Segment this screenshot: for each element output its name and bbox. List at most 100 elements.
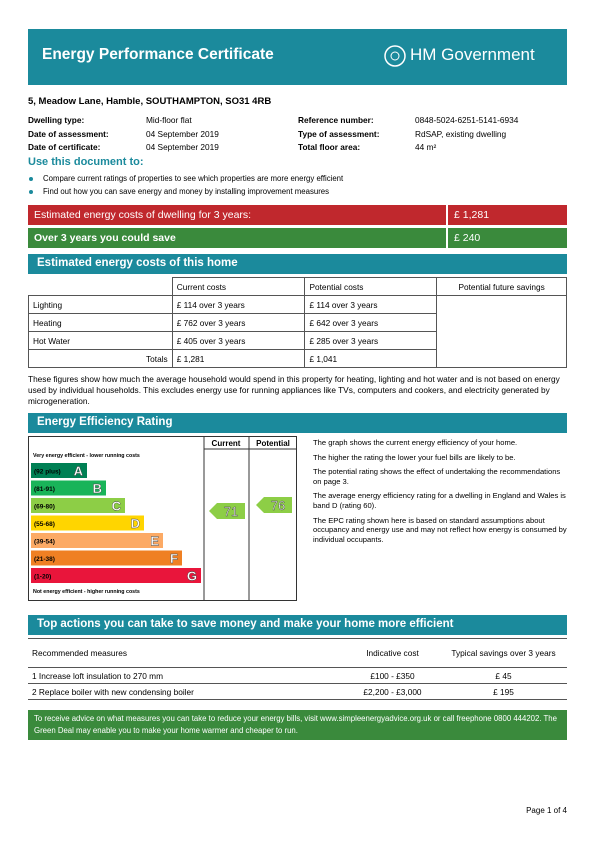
band (31, 498, 125, 513)
column-header: Potential (256, 439, 290, 448)
band (31, 568, 201, 583)
rating-heading: Energy Efficiency Rating (37, 416, 173, 428)
band-letter: B (93, 481, 102, 496)
cost-row: Totals £ 1,281 £ 1,041 (28, 349, 567, 368)
use-heading: Use this document to: (28, 156, 144, 168)
detail-value: Mid-floor flat (146, 115, 192, 125)
band-range: (92 plus) (34, 469, 61, 476)
actions-heading-bar: Top actions you can take to save money a… (28, 615, 567, 635)
detail-label: Date of assessment: (28, 128, 109, 139)
rating-paragraph: The potential rating shows the effect of… (313, 467, 561, 486)
row-label: Lighting (28, 295, 173, 314)
savings-text: You could (477, 322, 528, 334)
detail-label: Type of assessment: (298, 128, 380, 139)
rating-explanation: The graph shows the current energy effic… (313, 438, 567, 549)
costs-table: Current costs Potential costs Potential fu… (28, 277, 567, 368)
band-letter: A (74, 464, 84, 479)
current-cost: £ 405 over 3 years (171, 331, 306, 350)
costs-heading-bar: Estimated energy costs of this home (28, 254, 567, 274)
row-label: Heating (28, 313, 173, 332)
actions-table: Recommended measures Indicative cost Typic… (28, 638, 567, 700)
action-cell: £ 195 (440, 683, 567, 700)
cost-row: Lighting £ 114 over 3 years £ 114 over 3 y… (28, 295, 567, 368)
band-range: (55-68) (34, 521, 55, 528)
summary-divider (446, 228, 448, 248)
bullet-text: Compare current ratings of properties to… (43, 174, 344, 183)
detail-label: Reference number: (298, 115, 374, 125)
costs-note: These figures show how much the average … (28, 374, 560, 406)
row-label: Hot Water (28, 331, 173, 350)
band-letter: F (170, 551, 178, 566)
rating-paragraph: The EPC rating shown here is based on st… (313, 515, 567, 544)
current-value: 71 (224, 504, 238, 519)
bullet-dot (29, 177, 33, 181)
header-row: Current costs Potential costs Potential fu… (28, 277, 567, 296)
current-cost: £ 1,281 (171, 349, 306, 368)
rating-chart: Current Potential Very energy efficient - … (28, 436, 297, 601)
summary-label: Estimated energy costs of dwelling for 3… (34, 209, 252, 221)
action-cell: £100 - £350 (345, 667, 440, 684)
band-letter: D (131, 516, 140, 531)
action-cell: £2,200 - £3,000 (345, 683, 440, 700)
potential-arrow (256, 497, 292, 513)
detail-label: Date of certificate: (28, 142, 101, 152)
band (31, 550, 182, 566)
band-range: (39-54) (34, 539, 55, 546)
detail-value: RdSAP, existing dwelling (415, 128, 507, 139)
band-range: (81-91) (34, 486, 55, 493)
savings-text: over 3 years (471, 350, 533, 362)
rating-paragraph: The average energy efficiency rating for… (313, 491, 566, 510)
band-letter: C (112, 499, 122, 514)
detail-value: 04 September 2019 (146, 142, 219, 152)
rating-paragraph: The higher the rating the lower your fue… (313, 452, 516, 462)
address: 5, Meadow Lane, Hamble, SOUTHAMPTON, SO3… (28, 96, 272, 107)
detail-value: 04 September 2019 (146, 128, 219, 139)
rating-heading-bar: Energy Efficiency Rating (28, 413, 567, 433)
crest-icon (384, 45, 406, 67)
header-cell (28, 277, 173, 296)
potential-value: 76 (271, 498, 285, 513)
action-row: 1 Increase loft insulation to 270 mm £100… (28, 667, 567, 684)
header-row: Recommended measures Indicative cost Typic… (28, 638, 567, 668)
savings-text: save £ 240 (475, 336, 529, 348)
action-row: 2 Replace boiler with new condensing boi… (28, 683, 567, 700)
summary-label: Over 3 years you could save (34, 232, 176, 244)
action-cell: 2 Replace boiler with new condensing boi… (28, 683, 345, 700)
summary-divider (446, 205, 448, 225)
band-letter: G (187, 569, 197, 584)
summary-value: £ 1,281 (454, 209, 490, 221)
detail-value: 44 m² (415, 142, 437, 152)
costs-heading: Estimated energy costs of this home (37, 257, 238, 269)
summary-value: £ 240 (454, 232, 481, 244)
detail-label: Total floor area: (298, 142, 361, 152)
row-label: Totals (28, 349, 173, 368)
action-cell: £ 45 (440, 667, 567, 684)
band-letter: E (150, 534, 159, 549)
band (31, 463, 87, 478)
potential-cost: £ 1,041 (304, 349, 438, 368)
column-header: Current (212, 439, 241, 448)
header-cell: Recommended measures (28, 638, 345, 668)
header-cell: Potential future savings (436, 277, 567, 296)
cost-row: Heating £ 762 over 3 years £ 642 over 3 ye… (28, 313, 567, 332)
scale-bottom: Not energy efficient - higher running co… (33, 589, 140, 595)
detail-label: Dwelling type: (28, 115, 85, 125)
title: Energy Performance Certificate (42, 46, 274, 63)
band (31, 480, 106, 496)
bullet-dot (29, 190, 33, 194)
band-range: (21-38) (34, 556, 55, 563)
chart-frame (28, 436, 297, 601)
action-cell: 1 Increase loft insulation to 270 mm (28, 667, 345, 684)
summary-bar: Over 3 years you could save £ 240 (28, 228, 567, 248)
footer-note: To receive advice on what measures you c… (28, 710, 567, 740)
potential-cost: £ 114 over 3 years (304, 295, 438, 314)
scale-top: Very energy efficient - lower running co… (33, 453, 140, 459)
actions-heading: Top actions you can take to save money a… (37, 618, 454, 630)
detail-value: 0848-5024-6251-5141-6934 (415, 115, 519, 125)
page-number: Page 1 of 4 (526, 806, 567, 815)
bullet-text: Find out how you can save energy and mon… (43, 187, 330, 196)
logo-text: HM Government (410, 45, 535, 64)
header-cell: Typical savings over 3 years (440, 638, 567, 668)
band-range: (69-80) (34, 504, 55, 511)
